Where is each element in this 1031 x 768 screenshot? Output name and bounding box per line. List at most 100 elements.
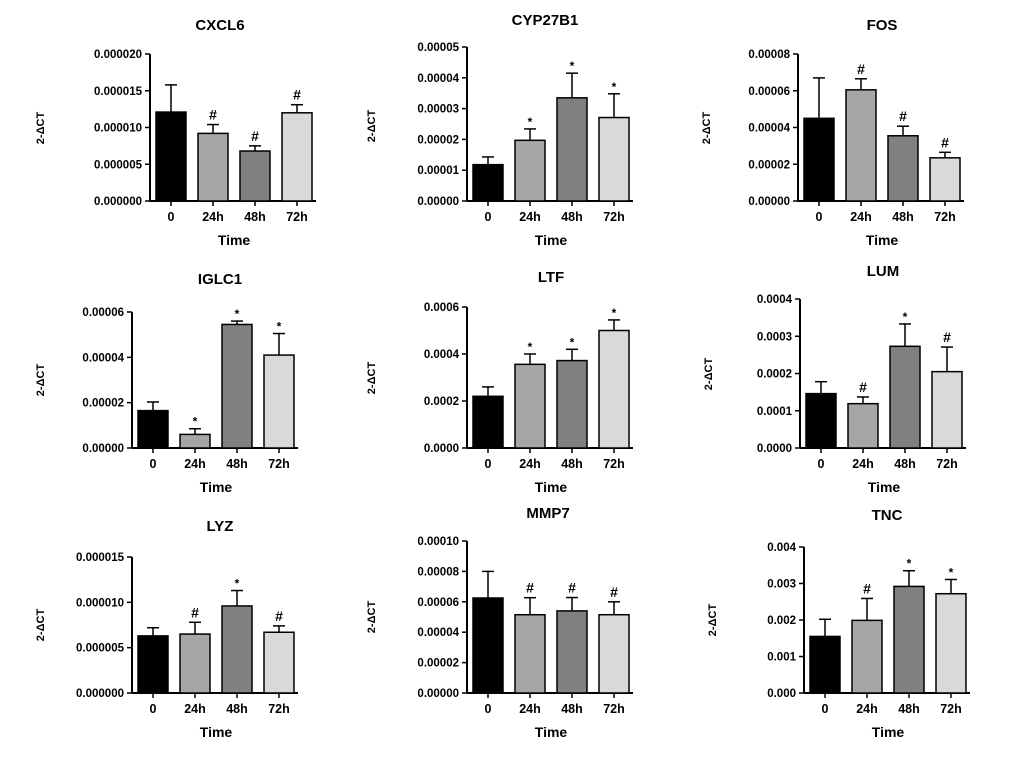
x-tick-label: 48h: [244, 210, 266, 224]
bar-72h: [263, 354, 295, 449]
y-tick-label: 0.004: [767, 542, 796, 554]
bar-0: [137, 635, 169, 694]
bar-24h: [179, 433, 211, 449]
y-tick-label: 0.0000: [424, 443, 459, 455]
y-tick-label: 0.00002: [417, 658, 459, 670]
hash-marker: #: [859, 379, 867, 395]
bar-24h: [851, 619, 883, 694]
bar-48h: [893, 585, 925, 694]
bar-72h: [281, 112, 313, 202]
bar-0: [472, 163, 504, 202]
x-tick-label: 0: [485, 702, 492, 716]
x-tick-label: 72h: [934, 210, 956, 224]
y-tick-label: 0.000020: [94, 49, 142, 61]
hash-marker: #: [251, 128, 259, 144]
bar-0: [803, 117, 835, 202]
y-axis-label: 2-ΔCT: [366, 601, 378, 634]
hash-marker: #: [191, 604, 199, 620]
x-tick-label: 0: [485, 210, 492, 224]
x-tick-label: 48h: [561, 210, 583, 224]
hash-marker: #: [863, 580, 871, 596]
hash-marker: #: [568, 580, 576, 596]
y-tick-label: 0.000000: [76, 688, 124, 700]
chart-panel-mmp7: MMP7 2-ΔCT 0.00000 0.00002 0.00004 0.00006 0.0…: [366, 505, 633, 740]
x-tick-label: 0: [168, 210, 175, 224]
x-tick-label: 48h: [226, 702, 248, 716]
x-tick-label: 72h: [603, 210, 625, 224]
x-tick-label: 0: [485, 457, 492, 471]
asterisk-marker: *: [903, 310, 908, 324]
x-tick-label: 72h: [936, 457, 958, 471]
y-tick-label: 0.0002: [424, 396, 459, 408]
chart-title: CXCL6: [195, 17, 244, 34]
y-axis-label: 2-ΔCT: [35, 609, 47, 642]
y-tick-label: 0.00006: [748, 86, 790, 98]
chart-title: TNC: [872, 507, 903, 524]
y-tick-label: 0.000010: [76, 597, 124, 609]
y-tick-label: 0.00003: [417, 104, 459, 116]
y-tick-label: 0.00004: [417, 627, 459, 639]
chart-panel-cyp27b1: CYP27B1 2-ΔCT 0.00000 0.00001 0.00002 0.00003…: [366, 12, 633, 248]
y-axis-label: 2-ΔCT: [366, 362, 378, 395]
y-tick-label: 0.0002: [757, 369, 792, 381]
chart-panel-lum: LUM 2-ΔCT 0.0000 0.0001 0.0002 0.0003 0.0004 0 2…: [703, 263, 966, 495]
x-tick-label: 0: [150, 702, 157, 716]
x-tick-label: 24h: [184, 702, 206, 716]
x-tick-label: 24h: [519, 457, 541, 471]
bar-48h: [556, 610, 588, 694]
bar-0: [809, 635, 841, 694]
chart-title: FOS: [867, 17, 898, 34]
asterisk-marker: *: [193, 415, 198, 429]
x-tick-label: 24h: [852, 457, 874, 471]
y-tick-label: 0.0000: [757, 443, 792, 455]
bar-0: [472, 395, 504, 449]
x-tick-label: 0: [818, 457, 825, 471]
y-tick-label: 0.00006: [82, 307, 124, 319]
y-tick-label: 0.000000: [94, 196, 142, 208]
hash-marker: #: [610, 584, 618, 600]
bar-0: [155, 111, 187, 202]
y-tick-label: 0.00002: [82, 398, 124, 410]
y-tick-label: 0.0003: [757, 331, 792, 343]
chart-title: MMP7: [526, 505, 569, 522]
y-tick-label: 0.00002: [417, 134, 459, 146]
asterisk-marker: *: [528, 340, 533, 354]
y-tick-label: 0.002: [767, 615, 796, 627]
chart-title: LUM: [867, 263, 900, 280]
y-tick-label: 0.000005: [94, 159, 143, 171]
bar-48h: [239, 150, 271, 202]
y-tick-label: 0.00006: [417, 597, 459, 609]
bar-72h: [598, 329, 630, 449]
x-axis-label: Time: [218, 232, 251, 248]
x-axis-label: Time: [200, 724, 233, 740]
x-tick-label: 24h: [202, 210, 224, 224]
hash-marker: #: [899, 108, 907, 124]
x-tick-label: 48h: [894, 457, 916, 471]
y-tick-label: 0.0006: [424, 302, 459, 314]
y-axis-label: 2-ΔCT: [703, 358, 715, 391]
asterisk-marker: *: [907, 557, 912, 571]
x-axis-label: Time: [535, 479, 568, 495]
x-tick-label: 0: [816, 210, 823, 224]
x-tick-label: 24h: [519, 702, 541, 716]
y-tick-label: 0.000015: [76, 552, 125, 564]
chart-panel-lyz: LYZ 2-ΔCT 0.000000 0.000005 0.000010 0.000015…: [35, 518, 298, 740]
x-tick-label: 72h: [286, 210, 308, 224]
bar-24h: [197, 132, 229, 202]
hash-marker: #: [209, 107, 217, 123]
chart-panel-cxcl6: CXCL6 2-ΔCT 0.000000 0.000005 0.000010 0.0000…: [35, 17, 316, 248]
bar-24h: [514, 363, 546, 449]
y-tick-label: 0.00000: [417, 196, 459, 208]
chart-title: LTF: [538, 269, 564, 286]
asterisk-marker: *: [277, 320, 282, 334]
y-tick-label: 0.001: [767, 652, 796, 664]
x-tick-label: 72h: [603, 457, 625, 471]
hash-marker: #: [943, 329, 951, 345]
bar-48h: [221, 323, 253, 449]
y-tick-label: 0.00002: [748, 159, 790, 171]
x-axis-label: Time: [535, 232, 568, 248]
bar-48h: [556, 97, 588, 202]
y-tick-label: 0.00000: [417, 688, 459, 700]
y-tick-label: 0.00004: [748, 123, 790, 135]
hash-marker: #: [293, 87, 301, 103]
